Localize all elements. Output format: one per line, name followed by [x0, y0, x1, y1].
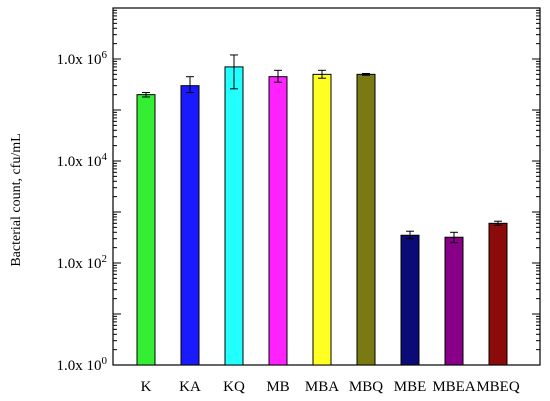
bar-mbeq [488, 222, 508, 366]
x-tick-label: K [141, 379, 152, 395]
x-axis: K KA KQ MB MBA MBQ MBE MBEA MBEQ [141, 379, 520, 395]
x-tick-label: MBEA [432, 379, 476, 395]
x-tick-label: MBE [394, 379, 427, 395]
y-tick-label: 1.0x 106 [57, 49, 108, 68]
x-tick-label: MBQ [349, 379, 383, 395]
x-tick-label: MBEQ [476, 379, 520, 395]
error-bar-mbe [406, 230, 414, 240]
bar-k [136, 94, 156, 366]
y-tick-label: 1.0x 100 [57, 355, 108, 374]
x-tick-label: KQ [223, 379, 245, 395]
x-tick-label: MB [266, 379, 289, 395]
bar-mbq [356, 73, 376, 366]
bar-mb [268, 76, 288, 366]
bar-kq [224, 66, 244, 366]
error-bar-ka [186, 76, 194, 94]
error-bar-mb [274, 69, 282, 83]
error-bar-mbea [450, 231, 458, 244]
bar-mbe [400, 234, 420, 366]
error-bar-mba [318, 69, 326, 79]
y-axis-title: Bacterial count, cfu/mL [9, 133, 24, 266]
error-bar-mbeq [494, 220, 502, 226]
bar-mbea [444, 236, 464, 366]
error-bar-group [142, 54, 502, 244]
y-tick-label: 1.0x 104 [57, 151, 108, 170]
bar-group [136, 66, 508, 366]
y-tick-label: 1.0x 102 [57, 253, 108, 272]
error-bar-mbq [362, 72, 370, 76]
error-bar-kq [230, 54, 238, 90]
x-tick-label: MBA [305, 379, 339, 395]
x-tick-label: KA [179, 379, 201, 395]
error-bar-k [142, 92, 150, 98]
bar-ka [180, 85, 200, 366]
bar-mba [312, 73, 332, 366]
y-axis: 1.0x 100 1.0x 102 1.0x 104 1.0x 106 [57, 9, 540, 374]
